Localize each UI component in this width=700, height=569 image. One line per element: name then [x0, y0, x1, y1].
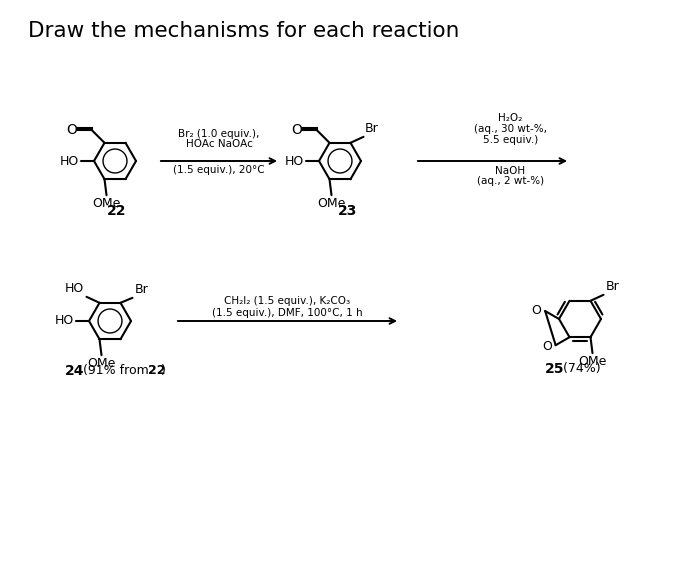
- Text: HO: HO: [65, 282, 85, 295]
- Text: HOAc NaOAc: HOAc NaOAc: [186, 139, 253, 149]
- Text: HO: HO: [285, 155, 304, 167]
- Text: NaOH: NaOH: [496, 166, 526, 176]
- Text: OMe: OMe: [317, 197, 346, 210]
- Text: HO: HO: [55, 315, 74, 328]
- Text: O: O: [542, 340, 552, 353]
- Text: Br: Br: [134, 283, 148, 296]
- Text: (1.5 equiv.), 20°C: (1.5 equiv.), 20°C: [173, 165, 265, 175]
- Text: 23: 23: [338, 204, 358, 218]
- Text: OMe: OMe: [92, 197, 120, 210]
- Text: (91% from: (91% from: [79, 364, 153, 377]
- Text: (74%): (74%): [559, 362, 601, 375]
- Text: H₂O₂: H₂O₂: [498, 113, 523, 123]
- Text: Br₂ (1.0 equiv.),: Br₂ (1.0 equiv.),: [178, 129, 260, 139]
- Text: (aq., 2 wt-%): (aq., 2 wt-%): [477, 176, 544, 186]
- Text: (aq., 30 wt-%,: (aq., 30 wt-%,: [474, 124, 547, 134]
- Text: Draw the mechanisms for each reaction: Draw the mechanisms for each reaction: [28, 21, 459, 41]
- Text: Br: Br: [606, 280, 620, 293]
- Text: O: O: [66, 123, 77, 137]
- Text: 22: 22: [148, 364, 165, 377]
- Text: HO: HO: [60, 155, 79, 167]
- Text: O: O: [291, 123, 302, 137]
- Text: OMe: OMe: [88, 357, 116, 370]
- Text: CH₂I₂ (1.5 equiv.), K₂CO₃: CH₂I₂ (1.5 equiv.), K₂CO₃: [225, 296, 351, 306]
- Text: 25: 25: [545, 362, 564, 376]
- Text: 22: 22: [107, 204, 127, 218]
- Text: 5.5 equiv.): 5.5 equiv.): [483, 135, 538, 145]
- Text: O: O: [531, 303, 541, 316]
- Text: OMe: OMe: [578, 355, 607, 368]
- Text: 24: 24: [65, 364, 85, 378]
- Text: (1.5 equiv.), DMF, 100°C, 1 h: (1.5 equiv.), DMF, 100°C, 1 h: [212, 308, 363, 318]
- Text: ): ): [161, 364, 166, 377]
- Text: Br: Br: [365, 122, 378, 135]
